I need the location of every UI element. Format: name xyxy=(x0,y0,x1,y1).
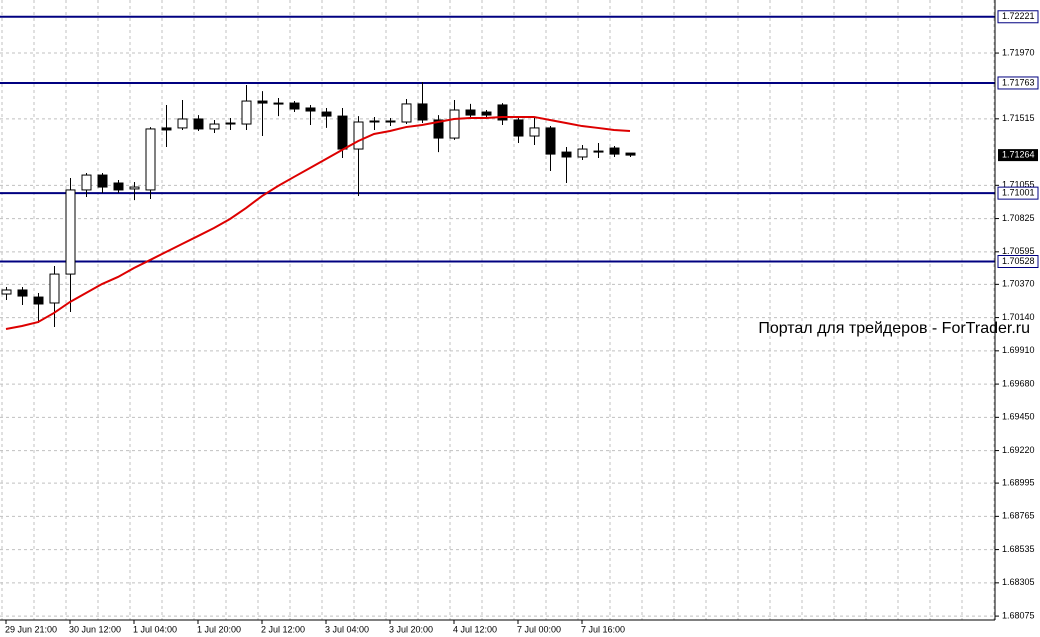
moving-average xyxy=(5,115,631,330)
candle-body xyxy=(561,151,572,158)
candle-body xyxy=(129,186,140,190)
x-tick-label: 3 Jul 20:00 xyxy=(389,624,433,634)
x-tick-label: 30 Jun 12:00 xyxy=(69,624,121,634)
candle-body xyxy=(449,109,460,139)
y-tick-label: 1.71055 xyxy=(1002,180,1035,190)
candle-body xyxy=(241,100,252,125)
candle-body xyxy=(401,103,412,123)
level-label-box xyxy=(997,255,1039,269)
candle-body xyxy=(369,120,380,123)
candle-body xyxy=(353,121,364,150)
y-tick-label: 1.69220 xyxy=(1002,445,1035,455)
x-tick-label: 4 Jul 12:00 xyxy=(453,624,497,634)
candle-body xyxy=(497,104,508,121)
axis: 1.71970 1.71515 1.71055 1.70825 1.70595 1.703… xyxy=(5,10,1039,634)
candle-body xyxy=(49,273,60,304)
x-tick-label: 7 Jul 00:00 xyxy=(517,624,561,634)
y-tick-label: 1.71970 xyxy=(1002,47,1035,57)
candle-body xyxy=(113,182,124,191)
x-tick-label: 1 Jul 20:00 xyxy=(197,624,241,634)
candle-body xyxy=(433,119,444,139)
candle-body xyxy=(593,150,604,153)
y-tick-label: 1.71515 xyxy=(1002,113,1035,123)
candle-body xyxy=(209,123,220,130)
watermark: Портал для трейдеров - ForTrader.ru xyxy=(758,320,1030,337)
candle-body xyxy=(225,122,236,125)
y-tick-label: 1.69910 xyxy=(1002,345,1035,355)
y-tick-label: 1.70370 xyxy=(1002,279,1035,289)
x-tick-label: 7 Jul 16:00 xyxy=(581,624,625,634)
candle-body xyxy=(465,109,476,116)
y-tick-label: 1.68995 xyxy=(1002,477,1035,487)
candle-body xyxy=(577,148,588,158)
candle-body xyxy=(609,147,620,155)
candle-body xyxy=(81,174,92,191)
x-tick-label: 3 Jul 04:00 xyxy=(325,624,369,634)
candle-body xyxy=(625,152,636,156)
x-tick-label: 2 Jul 12:00 xyxy=(261,624,305,634)
y-tick-label: 1.70140 xyxy=(1002,312,1035,322)
y-tick-label: 1.69680 xyxy=(1002,378,1035,388)
candle-body xyxy=(1,289,12,295)
candle-body xyxy=(321,111,332,117)
y-tick-label: 1.70595 xyxy=(1002,246,1035,256)
candle-body xyxy=(257,100,268,104)
candle-body xyxy=(177,118,188,129)
level-label-box xyxy=(997,76,1039,90)
candle-body xyxy=(385,120,396,123)
x-tick-label: 1 Jul 04:00 xyxy=(133,624,177,634)
level-label-box xyxy=(997,10,1039,24)
y-tick-label: 1.68075 xyxy=(1002,610,1035,620)
y-tick-label: 1.68305 xyxy=(1002,577,1035,587)
y-tick-label: 1.68535 xyxy=(1002,544,1035,554)
candle-body xyxy=(289,102,300,110)
candle-body xyxy=(337,115,348,150)
level-label: 1.72221 xyxy=(1002,11,1035,21)
candle-body xyxy=(529,127,540,137)
candle-body xyxy=(17,289,28,297)
y-tick-label: 1.69450 xyxy=(1002,412,1035,422)
y-tick-label: 1.68765 xyxy=(1002,511,1035,521)
candle-body xyxy=(545,127,556,155)
x-tick-label: 29 Jun 21:00 xyxy=(5,624,57,634)
candle-body xyxy=(65,189,76,275)
candle-body xyxy=(305,107,316,112)
y-tick-label: 1.70825 xyxy=(1002,213,1035,223)
candle-body xyxy=(481,111,492,116)
plot xyxy=(0,15,995,330)
grid xyxy=(0,0,995,620)
level-label-box xyxy=(997,186,1039,200)
level-label: 1.71001 xyxy=(1002,188,1035,198)
candle-body xyxy=(513,119,524,137)
candle-body xyxy=(193,118,204,130)
candle-body xyxy=(145,128,156,191)
current-price-box xyxy=(998,149,1038,162)
candle-body xyxy=(97,174,108,188)
level-label: 1.70528 xyxy=(1002,256,1035,266)
candle-body xyxy=(417,103,428,121)
candle-body xyxy=(161,127,172,131)
candle-body xyxy=(273,102,284,105)
current-price-label: 1.71264 xyxy=(1002,149,1035,159)
level-label: 1.71763 xyxy=(1002,77,1035,87)
candle-body xyxy=(33,296,44,305)
